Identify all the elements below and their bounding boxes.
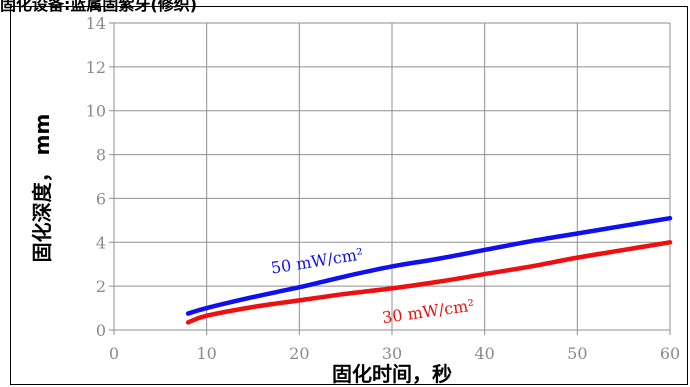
y-tick-label: 8 xyxy=(96,146,106,165)
y-tick-label: 14 xyxy=(86,14,106,33)
x-tick-label: 50 xyxy=(567,344,587,363)
y-tick-label: 6 xyxy=(96,189,106,208)
y-axis-label: 固化深度， mm xyxy=(30,114,54,263)
y-tick-label: 4 xyxy=(96,233,106,252)
x-tick-label: 40 xyxy=(474,344,494,363)
x-tick-label: 10 xyxy=(196,344,216,363)
tick-labels: 0 10 20 30 40 50 60 0 2 4 6 8 10 12 14 xyxy=(86,14,681,363)
x-tick-label: 20 xyxy=(289,344,309,363)
y-tick-label: 2 xyxy=(96,277,106,296)
page-title: 固化设备:蓝属固紫牙(修织) xyxy=(0,0,198,14)
y-tick-label: 10 xyxy=(86,102,106,121)
x-tick-label: 30 xyxy=(382,344,402,363)
series-line-50 xyxy=(185,215,673,316)
y-tick-label: 12 xyxy=(86,58,106,77)
grid xyxy=(109,22,671,335)
chart-frame xyxy=(10,6,688,385)
x-axis-label: 固化时间，秒 xyxy=(332,362,452,386)
series-label: 50 mW/cm² xyxy=(270,244,365,277)
x-tick-label: 0 xyxy=(109,344,119,363)
series-line-30 xyxy=(185,240,673,325)
series-label: 30 mW/cm² xyxy=(381,296,476,328)
y-tick-label: 0 xyxy=(96,321,106,340)
x-tick-label: 60 xyxy=(660,344,680,363)
series-lines xyxy=(185,215,673,325)
